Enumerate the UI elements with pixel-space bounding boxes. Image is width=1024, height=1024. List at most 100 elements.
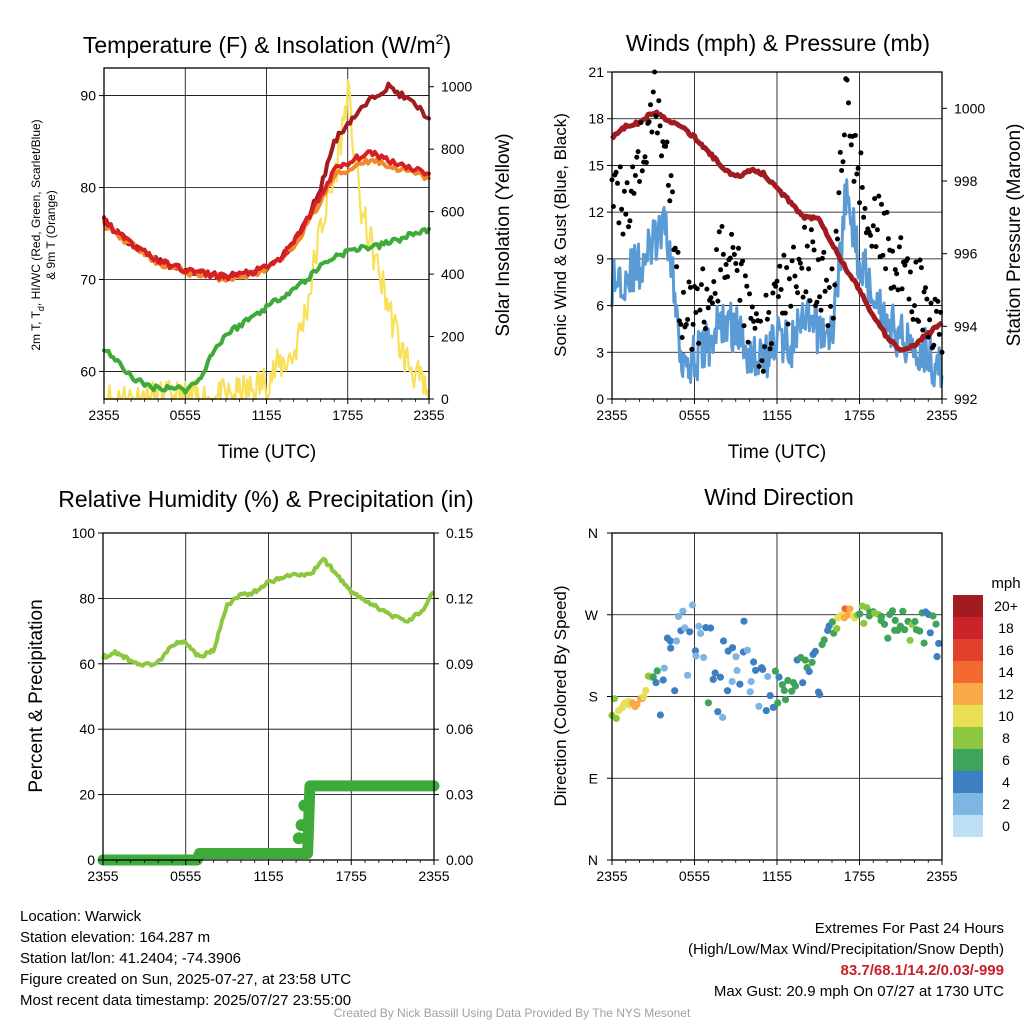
wind-gust-point: [656, 98, 662, 104]
dir-title: Wind Direction: [704, 484, 854, 510]
dir-point: [719, 713, 727, 722]
temp-y2tick-label: 600: [441, 204, 465, 220]
temp-y2tick-label: 400: [441, 266, 465, 282]
wind-gust-point: [803, 289, 809, 295]
wind-gust-point: [836, 190, 842, 196]
extremes-subtitle: (High/Low/Max Wind/Precipitation/Snow De…: [688, 941, 1004, 958]
wind-series-line-sonic-wind: [610, 178, 944, 389]
wind-gust-point: [756, 363, 762, 369]
wind-gust-point: [703, 326, 708, 332]
dir-point: [728, 677, 736, 686]
wind-gust-point: [648, 102, 653, 108]
dir-point: [906, 636, 914, 644]
wind-gust-point: [826, 285, 832, 290]
dir-legend-swatch: [953, 639, 983, 661]
temp-panel: Temperature (F) & Insolation (W/m2) 2355…: [29, 31, 514, 463]
wind-gust-point: [694, 286, 700, 292]
dir-point: [929, 612, 937, 620]
wind-gust-point: [752, 325, 758, 331]
wind-gust-point: [697, 307, 703, 313]
dir-point: [755, 702, 763, 710]
wind-gust-point: [668, 173, 674, 179]
temp-axes: 2355 0555 1155 1755 2355 60 70 80 90 0 200 400 600 80…: [80, 79, 472, 423]
wind-gust-point: [760, 368, 766, 374]
rh-xtick-label: 0555: [170, 868, 201, 884]
dir-legend-label: 2: [1002, 796, 1010, 812]
dir-point: [692, 652, 700, 660]
wind-gust-point: [729, 231, 735, 237]
wind-gust-point: [637, 179, 642, 184]
wind-gust-point: [828, 303, 834, 309]
extremes-title: Extremes For Past 24 Hours: [814, 920, 1004, 937]
wind-ytick-label: 6: [596, 298, 604, 314]
dir-point: [652, 679, 660, 687]
wind-gust-point: [696, 340, 702, 346]
wind-gust-point: [719, 224, 725, 229]
dir-point: [762, 707, 770, 715]
dir-point: [899, 607, 907, 615]
wind-gust-point: [895, 287, 901, 293]
wind-gust-point: [747, 291, 752, 297]
wind-gust-point: [681, 289, 686, 295]
temp-ytick-label: 90: [80, 88, 96, 104]
wind-gust-point: [659, 153, 664, 159]
rh-ytick-label: 80: [79, 590, 95, 606]
extremes-values: 83.7/68.1/14.2/0.03/-999: [840, 962, 1004, 979]
wind-gust-point: [679, 335, 685, 340]
temp-ylabel-line2: & 9m T (Orange): [44, 190, 58, 280]
dir-legend-swatch: [953, 815, 983, 837]
rh-xtick-label: 2355: [87, 868, 118, 884]
wind-gust-point: [818, 307, 824, 313]
dir-legend-label: 6: [1002, 752, 1010, 768]
wind-ylabel: Sonic Wind & Gust (Blue, Black): [551, 113, 570, 357]
wind-gust-point: [683, 322, 689, 327]
wind-gust-point: [686, 279, 692, 285]
wind-gust-point: [912, 303, 917, 309]
wind-gust-point: [793, 284, 799, 290]
wind-gust-point: [758, 318, 763, 324]
wind-gust-point: [774, 278, 780, 284]
dir-point: [640, 693, 648, 701]
max-gust-text: Max Gust: 20.9 mph On 07/27 at 1730 UTC: [713, 983, 1004, 1000]
dir-point: [791, 682, 800, 690]
dir-point: [811, 647, 819, 656]
dir-point: [674, 612, 683, 621]
wind-gust-point: [737, 297, 743, 303]
wind-gust-point: [687, 285, 693, 290]
dir-point: [700, 653, 708, 662]
dir-point: [736, 680, 744, 688]
dir-point: [916, 627, 924, 635]
dir-point: [752, 666, 760, 674]
wind-ytick-label: 21: [588, 64, 604, 80]
wind-gust-point: [736, 245, 741, 251]
dir-point: [691, 647, 700, 655]
dir-legend-swatch: [953, 617, 983, 639]
dir-point: [684, 671, 692, 679]
wind-gust-point: [689, 346, 695, 352]
wind-gust-point: [833, 228, 839, 234]
rh-y2tick-label: 0.12: [446, 590, 473, 606]
dir-point: [828, 618, 837, 626]
wind-gust-point: [832, 282, 838, 288]
wind-ytick-label: 0: [596, 391, 604, 407]
wind-xtick-label: 2355: [926, 407, 957, 423]
wind-gust-point: [898, 235, 904, 241]
dir-point: [888, 607, 897, 615]
dir-point: [771, 667, 780, 675]
wind-gust-point: [916, 318, 922, 324]
temp-xtick-label: 1155: [251, 407, 281, 423]
wind-gust-point: [714, 247, 719, 253]
wind-gust-point: [925, 334, 931, 340]
rh-xtick-label: 1755: [336, 868, 367, 884]
wind-gust-point: [723, 262, 729, 267]
dir-point: [877, 612, 886, 621]
dir-point: [784, 676, 792, 685]
wind-gust-point: [788, 303, 794, 309]
wind-gust-point: [698, 282, 704, 288]
rh-panel: Relative Humidity (%) & Precipitation (i…: [26, 486, 474, 884]
wind-gust-point: [634, 154, 640, 160]
wind-gust-point: [800, 294, 806, 300]
dir-legend-swatch: [953, 595, 983, 617]
wind-series-line-station-pressure: [610, 109, 944, 353]
wind-gust-point: [701, 319, 707, 325]
